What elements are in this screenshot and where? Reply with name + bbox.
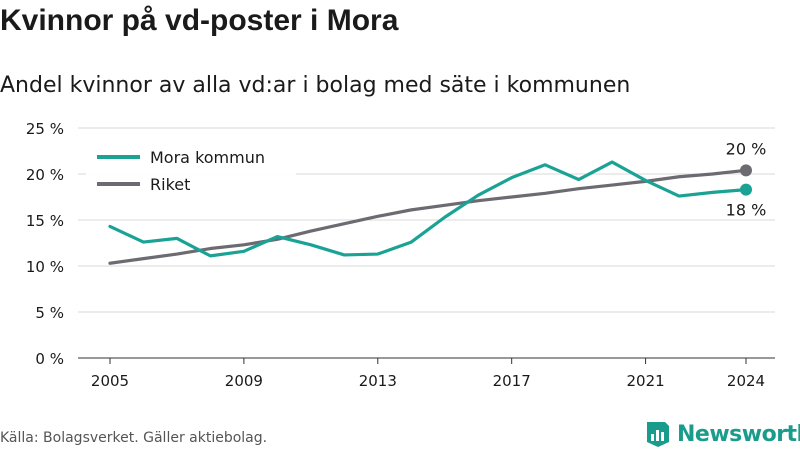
x-tick-label: 2024 [727,372,765,390]
source-note: Källa: Bolagsverket. Gäller aktiebolag. [0,430,268,446]
x-tick-label: 2013 [359,372,397,390]
legend-label: Riket [150,175,190,194]
x-tick-label: 2009 [225,372,263,390]
legend-label: Mora kommun [150,148,265,167]
x-tick-label: 2021 [626,372,664,390]
series-line-riket [108,168,748,265]
series-line-mora-kommun [108,160,748,258]
end-value-label: 18 % [726,201,767,220]
newsworthy-logo-icon [647,422,669,447]
x-tick-label: 2017 [493,372,531,390]
y-tick-label: 5 % [35,304,64,322]
newsworthy-logo-text: Newsworthy [677,421,800,447]
newsworthy-logo: Newsworthy [645,420,800,448]
legend-background [86,140,296,204]
chart-title: Kvinnor på vd-poster i Mora [0,4,399,37]
x-tick-label: 2005 [91,372,129,390]
chart-subtitle: Andel kvinnor av alla vd:ar i bolag med … [0,73,631,98]
y-tick-label: 25 % [26,120,64,138]
y-tick-label: 10 % [26,258,64,276]
end-point-marker [740,164,752,177]
y-tick-label: 0 % [35,350,64,368]
end-point-marker [740,183,752,196]
y-tick-label: 15 % [26,212,64,230]
y-tick-label: 20 % [26,166,64,184]
end-value-label: 20 % [726,139,767,158]
